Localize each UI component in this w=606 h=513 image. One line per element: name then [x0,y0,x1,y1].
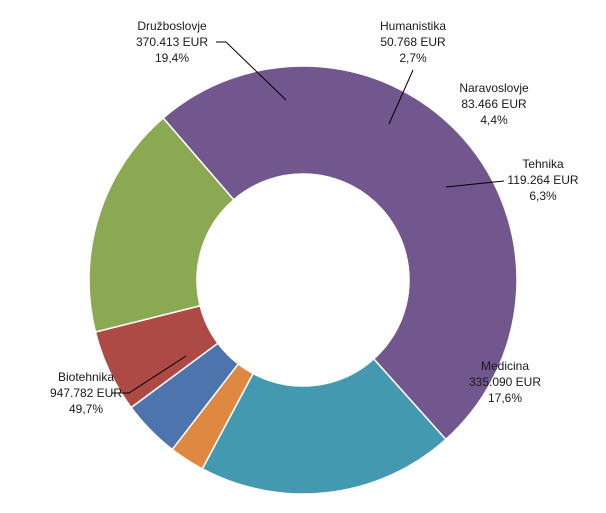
label-percent-tehnika: 6,3% [529,189,557,203]
slice-medicina [88,116,235,333]
label-value-biotehnika: 947.782 EUR [50,386,122,400]
label-name-naravoslovje: Naravoslovje [459,81,529,95]
label-value-humanistika: 50.768 EUR [380,35,446,49]
leader-line-tehnika [445,180,505,188]
leader-line-humanistika [388,69,414,125]
slices-group [88,65,518,495]
label-name-humanistika: Humanistika [380,19,446,33]
label-name-biotehnika: Biotehnika [58,370,114,384]
label-percent-biotehnika: 49,7% [69,402,103,416]
label-percent-naravoslovje: 4,4% [480,113,508,127]
label-value-medicina: 335.090 EUR [469,375,541,389]
label-value-tehnika: 119.264 EUR [507,173,578,187]
leader-line-druzboslovje [216,41,287,101]
slice-biotehnika [162,65,518,441]
data-labels-group: Biotehnika 947.782 EUR 49,7% Družboslovje 37… [50,19,579,416]
slice-druzboslovje [201,357,447,495]
label-percent-humanistika: 2,7% [399,51,427,65]
label-value-druzboslovje: 370.413 EUR [136,35,208,49]
leader-line-biotehnika [112,355,187,394]
label-percent-medicina: 17,6% [488,391,522,405]
leader-lines-group [112,41,505,394]
label-name-druzboslovje: Družboslovje [137,19,207,33]
label-name-tehnika: Tehnika [522,157,564,171]
label-value-naravoslovje: 83.466 EUR [461,97,527,111]
label-percent-druzboslovje: 19,4% [155,51,189,65]
label-name-medicina: Medicina [481,359,529,373]
